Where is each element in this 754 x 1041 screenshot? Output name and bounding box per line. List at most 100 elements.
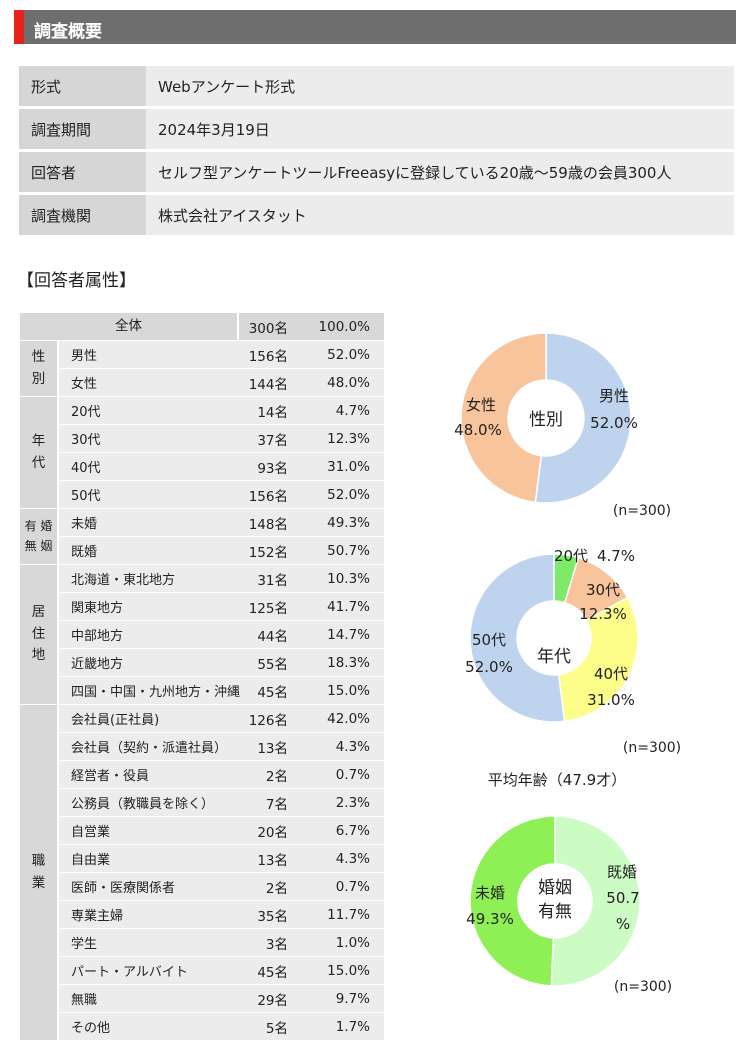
table-row: 経営者・役員 2名 0.7% <box>20 760 384 789</box>
slice-category-label: 既婚 <box>607 863 637 881</box>
group-label: 有 婚無 姻 <box>20 508 59 565</box>
row-label: 女性 <box>58 368 238 397</box>
overview-label: 調査期間 <box>19 109 146 149</box>
row-label: 20代 <box>58 396 238 425</box>
table-row: 関東地方 125名 41.7% <box>20 592 384 621</box>
group-label-char: 地 <box>31 647 46 664</box>
average-age-note: 平均年齢（47.9才） <box>488 771 626 789</box>
table-row: 有 婚無 姻未婚 148名 49.3% <box>20 508 384 565</box>
row-count: 29名 <box>238 984 302 1013</box>
slice-category-label: 20代 <box>554 547 588 565</box>
table-row: 無職 29名 9.7% <box>20 984 384 1013</box>
row-pct: 52.0% <box>302 480 384 509</box>
row-label: 北海道・東北地方 <box>58 564 238 593</box>
row-label: 未婚 <box>58 508 238 537</box>
row-pct: 12.3% <box>302 424 384 453</box>
row-count: 93名 <box>238 452 302 481</box>
row-label: 自由業 <box>58 844 238 873</box>
total-pct: 100.0% <box>302 313 384 341</box>
slice-value-label: % <box>616 915 630 933</box>
row-pct: 15.0% <box>302 956 384 985</box>
section-title: 調査概要 <box>34 22 102 42</box>
table-row: 専業主婦 35名 11.7% <box>20 900 384 929</box>
row-count: 14名 <box>238 396 302 425</box>
row-pct: 31.0% <box>302 452 384 481</box>
row-pct: 42.0% <box>302 704 384 733</box>
row-label: 男性 <box>58 340 238 369</box>
table-row: 30代 37名 12.3% <box>20 424 384 453</box>
slice-value-label: 48.0% <box>454 421 502 439</box>
row-label: 公務員（教職員を除く） <box>58 788 238 817</box>
row-count: 144名 <box>238 368 302 397</box>
slice-category-label: 男性 <box>599 387 629 405</box>
row-label: 経営者・役員 <box>58 760 238 789</box>
table-row: 公務員（教職員を除く） 7名 2.3% <box>20 788 384 817</box>
row-pct: 18.3% <box>302 648 384 677</box>
donut-slice <box>469 815 556 987</box>
row-pct: 6.7% <box>302 816 384 845</box>
total-count: 300名 <box>238 313 302 341</box>
group-label-char: 業 <box>31 874 46 891</box>
row-label: 中部地方 <box>58 620 238 649</box>
donut-center-label: 性別 <box>529 410 563 430</box>
row-pct: 52.0% <box>302 340 384 369</box>
overview-value: 2024年3月19日 <box>146 109 734 149</box>
group-label: 居住地 <box>20 564 59 705</box>
overview-label: 回答者 <box>19 152 146 192</box>
table-row: 四国・中国・九州地方・沖縄 45名 15.0% <box>20 676 384 705</box>
row-pct: 9.7% <box>302 984 384 1013</box>
row-pct: 48.0% <box>302 368 384 397</box>
table-row: パート・アルバイト 45名 15.0% <box>20 956 384 985</box>
table-header-row: 全体 300名 100.0% <box>20 313 384 341</box>
row-count: 44名 <box>238 620 302 649</box>
table-row: 学生 3名 1.0% <box>20 928 384 957</box>
row-label: 学生 <box>58 928 238 957</box>
group-label-line: 無 姻 <box>24 538 53 553</box>
sample-size-label: (n=300) <box>623 740 681 756</box>
table-row: 性別男性 156名 52.0% <box>20 340 384 397</box>
slice-value-label: 49.3% <box>466 910 514 928</box>
row-count: 55名 <box>238 648 302 677</box>
row-count: 20名 <box>238 816 302 845</box>
row-pct: 50.7% <box>302 536 384 565</box>
row-pct: 10.3% <box>302 564 384 593</box>
row-label: 無職 <box>58 984 238 1013</box>
row-label: 会社員（契約・派遣社員） <box>58 732 238 761</box>
row-count: 152名 <box>238 536 302 565</box>
row-count: 45名 <box>238 676 302 705</box>
overview-value: Webアンケート形式 <box>146 66 734 106</box>
row-count: 156名 <box>238 480 302 509</box>
overview-table: 形式 Webアンケート形式 調査期間 2024年3月19日 回答者 セルフ型アン… <box>19 63 734 238</box>
sample-size-label: (n=300) <box>613 503 671 519</box>
table-row: 近畿地方 55名 18.3% <box>20 648 384 677</box>
row-pct: 2.3% <box>302 788 384 817</box>
row-label: 医師・医療関係者 <box>58 872 238 901</box>
row-count: 156名 <box>238 340 302 369</box>
row-count: 148名 <box>238 508 302 537</box>
group-label-char: 居 <box>31 604 46 621</box>
group-label-char: 住 <box>31 625 46 642</box>
row-count: 126名 <box>238 704 302 733</box>
slice-category-label: 未婚 <box>475 884 505 902</box>
row-label: 四国・中国・九州地方・沖縄 <box>58 676 240 705</box>
slice-category-label: 50代 <box>472 631 506 649</box>
row-pct: 4.3% <box>302 732 384 761</box>
section-header: 調査概要 <box>14 10 736 44</box>
row-count: 2名 <box>238 760 302 789</box>
row-label: 会社員(正社員) <box>58 704 238 733</box>
slice-category-label: 30代 <box>586 581 620 599</box>
sample-size-label: (n=300) <box>614 979 672 995</box>
slice-value-label: 52.0% <box>465 658 513 676</box>
table-row: 自由業 13名 4.3% <box>20 844 384 873</box>
donut-slice <box>469 553 566 723</box>
slice-category-label: 女性 <box>466 396 496 414</box>
row-label: パート・アルバイト <box>58 956 238 985</box>
slice-category-label: 40代 <box>594 665 628 683</box>
donut-center-label: 年代 <box>537 647 571 667</box>
row-count: 2名 <box>238 872 302 901</box>
group-label: 性別 <box>20 340 59 397</box>
row-pct: 0.7% <box>302 760 384 789</box>
overview-row: 形式 Webアンケート形式 <box>19 66 734 106</box>
overview-row: 回答者 セルフ型アンケートツールFreeasyに登録している20歳～59歳の会員… <box>19 152 734 192</box>
